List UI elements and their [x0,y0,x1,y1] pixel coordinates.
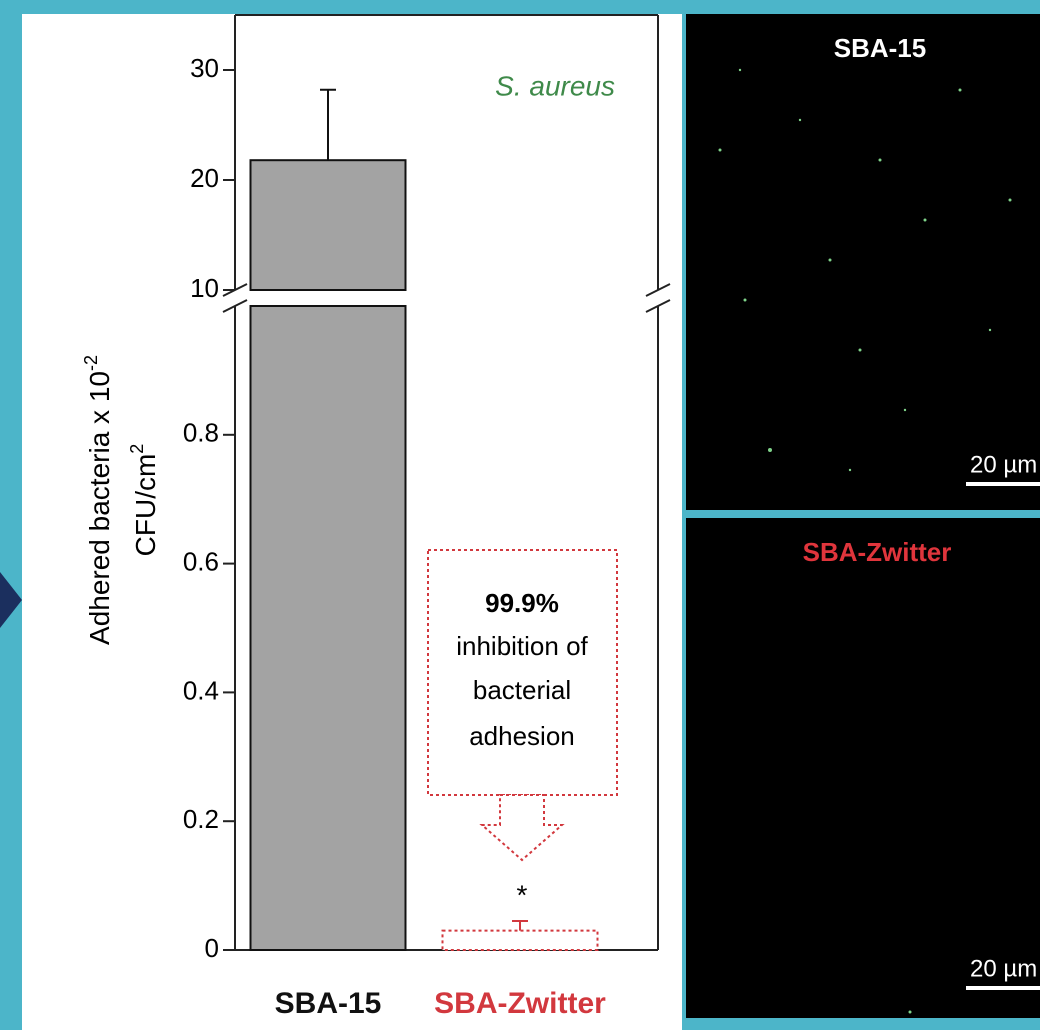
chart-title: S. aureus [495,70,615,101]
y-label-line: Adhered bacteria x 10 [84,371,115,645]
bar [441,929,599,951]
significance-mark: * [517,879,528,910]
y-axis-label: CFU/cm2 [127,444,162,557]
axis-break [222,299,248,313]
y-axis-label: Adhered bacteria x 10-2 [81,355,116,645]
y-label-sup: -2 [81,355,101,371]
x-tick-label: SBA-15 [275,987,382,1020]
image-panel [686,14,1040,510]
y-tick-label: 10 [190,273,219,303]
annotation-text: inhibition of [456,631,588,661]
bar [249,159,407,291]
error-bar [512,920,528,931]
annotation-arrow [479,794,565,862]
arrow-decoration [0,572,22,628]
error-bar [320,88,336,161]
y-tick-label: 0.6 [183,546,219,576]
image-panel [686,518,1040,1018]
bacteria-dots [718,68,1012,1014]
axis-break [645,283,671,297]
annotation-text: adhesion [469,721,575,751]
y-tick-label: 0 [205,933,219,963]
y-label-sup: 2 [127,444,147,454]
axis-break [645,299,671,313]
y-tick-label: 0.4 [183,675,219,705]
annotation-text: 99.9% [485,588,559,618]
x-tick-label: SBA-Zwitter [434,987,606,1020]
image-label: SBA-Zwitter [803,537,952,567]
bar [249,305,407,951]
scale-label: 20 µm [970,955,1037,982]
y-tick-label: 0.2 [183,804,219,834]
y-tick-label: 0.8 [183,418,219,448]
y-tick-label: 30 [190,53,219,83]
scale-label: 20 µm [970,451,1037,478]
y-label-line: CFU/cm [130,454,161,557]
image-label: SBA-15 [834,33,926,63]
y-tick-label: 20 [190,163,219,193]
annotation-text: bacterial [473,675,571,705]
